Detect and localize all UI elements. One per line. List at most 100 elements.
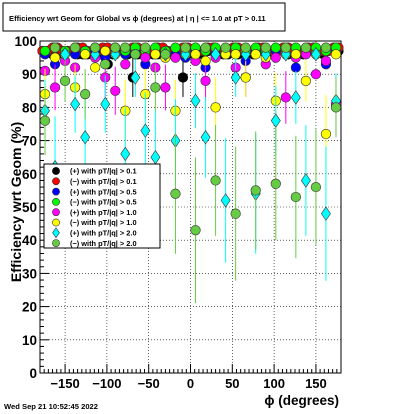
data-point	[52, 208, 60, 217]
y-axis-label: Efficiency wrt Geom (%)	[8, 122, 24, 282]
data-point	[321, 206, 331, 221]
legend-entry: (−) with pT/|q| > 0.1	[52, 177, 137, 186]
y-tick-label: 80	[22, 100, 37, 115]
data-point	[80, 130, 91, 145]
data-point	[160, 82, 171, 93]
legend-entry: (+) with pT/|q| > 2.0	[52, 227, 137, 239]
data-point	[110, 42, 121, 53]
data-point	[140, 123, 151, 138]
data-point	[280, 42, 291, 53]
data-point	[52, 187, 60, 196]
data-point	[190, 49, 201, 60]
data-point	[170, 188, 181, 199]
data-point	[52, 218, 60, 227]
data-point	[150, 49, 161, 60]
data-series	[37, 42, 344, 304]
data-point	[320, 55, 332, 67]
data-point	[320, 128, 332, 140]
data-point	[290, 191, 301, 203]
data-point	[300, 42, 311, 53]
y-tick-label: 100	[14, 34, 37, 49]
y-tick-label: 40	[22, 233, 37, 248]
data-point	[52, 167, 60, 175]
legend-entry: (+) with pT/|q| > 0.1	[52, 167, 137, 176]
y-tick-label: 90	[22, 67, 37, 82]
data-point	[170, 52, 181, 63]
data-point	[330, 49, 342, 60]
data-point	[120, 146, 131, 162]
legend-entry: (+) with pT/|q| > 0.5	[52, 187, 137, 196]
legend: (+) with pT/|q| > 0.1(−) with pT/|q| > 0…	[43, 163, 161, 249]
y-tick-label: 20	[22, 300, 37, 315]
series-group	[39, 42, 342, 304]
data-point	[120, 42, 131, 53]
x-axis-label: ϕ (degrees)	[264, 393, 339, 408]
data-point	[210, 102, 221, 113]
data-point	[59, 75, 71, 86]
data-point	[310, 47, 321, 62]
y-tick-label: 50	[22, 200, 37, 215]
data-point	[220, 42, 231, 53]
x-tick-label: −50	[138, 376, 160, 391]
chart-title: Efficiency wrt Geom for Global vs ϕ (deg…	[9, 14, 266, 23]
data-point	[70, 42, 81, 53]
data-point	[140, 52, 151, 63]
data-point	[190, 225, 201, 236]
data-point	[200, 75, 211, 86]
x-axis-ticks: −150 −100 −50 0 50 100 150	[43, 364, 338, 391]
data-point	[290, 62, 301, 73]
legend-label: (−) with pT/|q| > 2.0	[70, 239, 137, 248]
data-point	[270, 178, 281, 189]
legend-entry: (−) with pT/|q| > 1.0	[52, 218, 137, 227]
legend-box	[43, 163, 161, 249]
data-point	[180, 42, 191, 53]
y-tick-label: 30	[22, 266, 37, 281]
data-point	[240, 42, 251, 53]
data-point	[290, 49, 301, 60]
data-point	[230, 70, 241, 85]
legend-label: (−) with pT/|q| > 0.5	[70, 198, 137, 207]
data-point	[52, 227, 60, 239]
data-point	[120, 59, 131, 70]
legend-label: (−) with pT/|q| > 1.0	[70, 218, 137, 227]
data-point	[100, 96, 111, 112]
data-point	[140, 42, 151, 53]
data-point	[220, 193, 231, 208]
legend-label: (−) with pT/|q| > 0.1	[70, 177, 137, 186]
data-point	[170, 42, 181, 53]
data-point	[52, 239, 60, 247]
data-point	[49, 52, 61, 63]
y-tick-label: 70	[22, 134, 37, 149]
data-point	[100, 45, 111, 57]
x-tick-label: −150	[50, 376, 79, 391]
y-tick-label: 60	[22, 167, 37, 182]
data-point	[150, 82, 161, 93]
data-point	[210, 47, 221, 62]
data-point	[320, 42, 332, 53]
data-point	[290, 90, 301, 105]
data-point	[90, 62, 101, 73]
x-tick-label: 100	[263, 376, 285, 391]
data-point	[240, 72, 251, 83]
data-point	[280, 92, 291, 103]
data-point	[210, 175, 221, 186]
legend-label: (+) with pT/|q| > 0.1	[70, 167, 137, 176]
title-box	[2, 2, 286, 32]
data-point	[310, 69, 322, 80]
data-point	[160, 49, 171, 60]
data-point	[177, 72, 189, 83]
data-point	[330, 102, 342, 113]
data-point	[52, 177, 60, 186]
data-point	[300, 173, 311, 188]
data-point	[80, 89, 91, 100]
data-point	[39, 115, 51, 126]
x-tick-label: −100	[92, 376, 121, 391]
x-tick-label: 0	[187, 376, 194, 391]
legend-label: (+) with pT/|q| > 0.5	[70, 187, 137, 196]
data-point	[49, 42, 61, 53]
legend-label: (+) with pT/|q| > 1.0	[70, 208, 137, 217]
data-point	[52, 197, 60, 206]
data-point	[70, 96, 81, 112]
x-tick-label: 150	[305, 376, 327, 391]
